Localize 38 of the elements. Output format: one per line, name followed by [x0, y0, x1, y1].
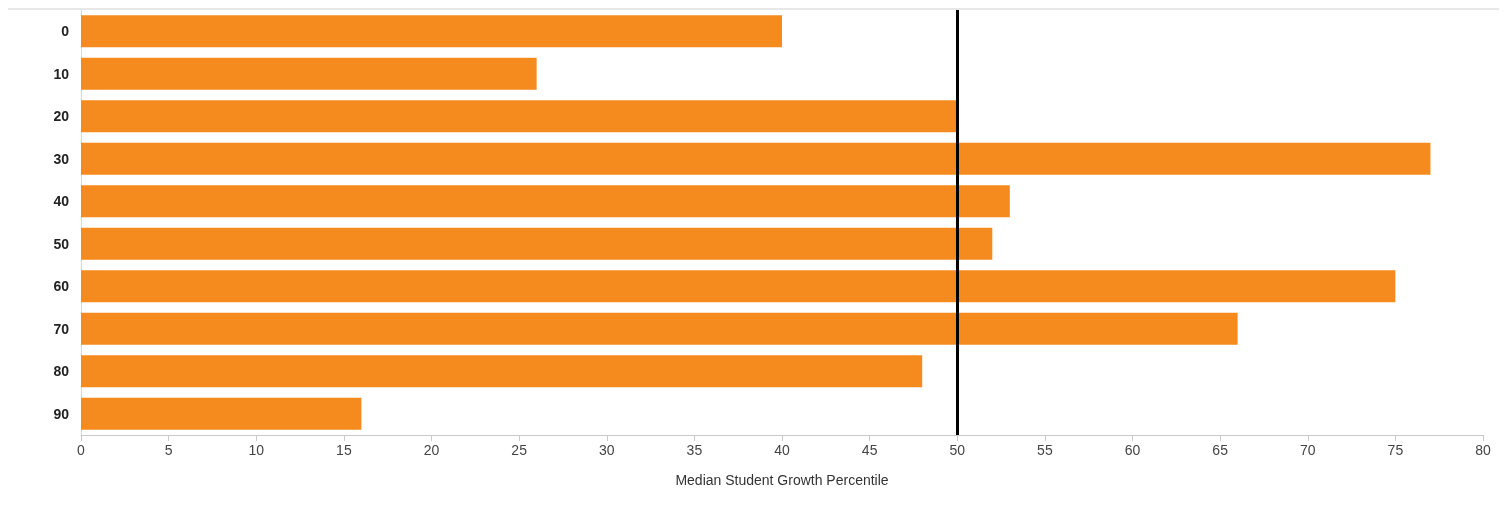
x-tick-label: 60 [1124, 442, 1141, 458]
x-tick-label: 5 [164, 442, 173, 458]
x-tick-label: 0 [77, 442, 86, 458]
bar [81, 185, 1010, 218]
x-tick-label: 50 [949, 442, 966, 458]
y-tick-label: 20 [53, 108, 70, 125]
x-tick-label: 10 [248, 442, 265, 458]
y-tick-label: 0 [61, 23, 70, 40]
bar [81, 100, 958, 133]
x-tick-label: 35 [686, 442, 703, 458]
bar [81, 270, 1396, 303]
x-tick-label: 30 [598, 442, 615, 458]
y-tick-label: 10 [53, 65, 70, 82]
y-tick-label: 60 [53, 278, 70, 295]
x-tick-label: 20 [423, 442, 440, 458]
bar [81, 312, 1238, 345]
bar [81, 397, 362, 430]
x-tick-label: 65 [1212, 442, 1229, 458]
bar [81, 227, 993, 260]
bar [81, 15, 782, 48]
x-tick-label: 75 [1387, 442, 1404, 458]
y-tick-label: 70 [53, 320, 70, 337]
y-tick-label: 90 [53, 405, 70, 422]
x-tick-label: 80 [1475, 442, 1491, 458]
y-tick-label: 50 [53, 235, 70, 252]
x-tick-label: 40 [774, 442, 790, 458]
bar [81, 355, 923, 388]
x-tick-label: 55 [1037, 442, 1053, 458]
y-tick-label: 80 [53, 363, 70, 380]
x-axis-title: Median Student Growth Percentile [675, 472, 889, 488]
y-tick-label: 30 [53, 150, 70, 167]
bar [81, 57, 537, 90]
x-tick-label: 45 [861, 442, 878, 458]
bar [81, 142, 1431, 175]
x-tick-label: 25 [511, 442, 528, 458]
x-tick-label: 70 [1299, 442, 1316, 458]
x-tick-label: 15 [336, 442, 352, 458]
y-tick-label: 40 [53, 193, 70, 210]
